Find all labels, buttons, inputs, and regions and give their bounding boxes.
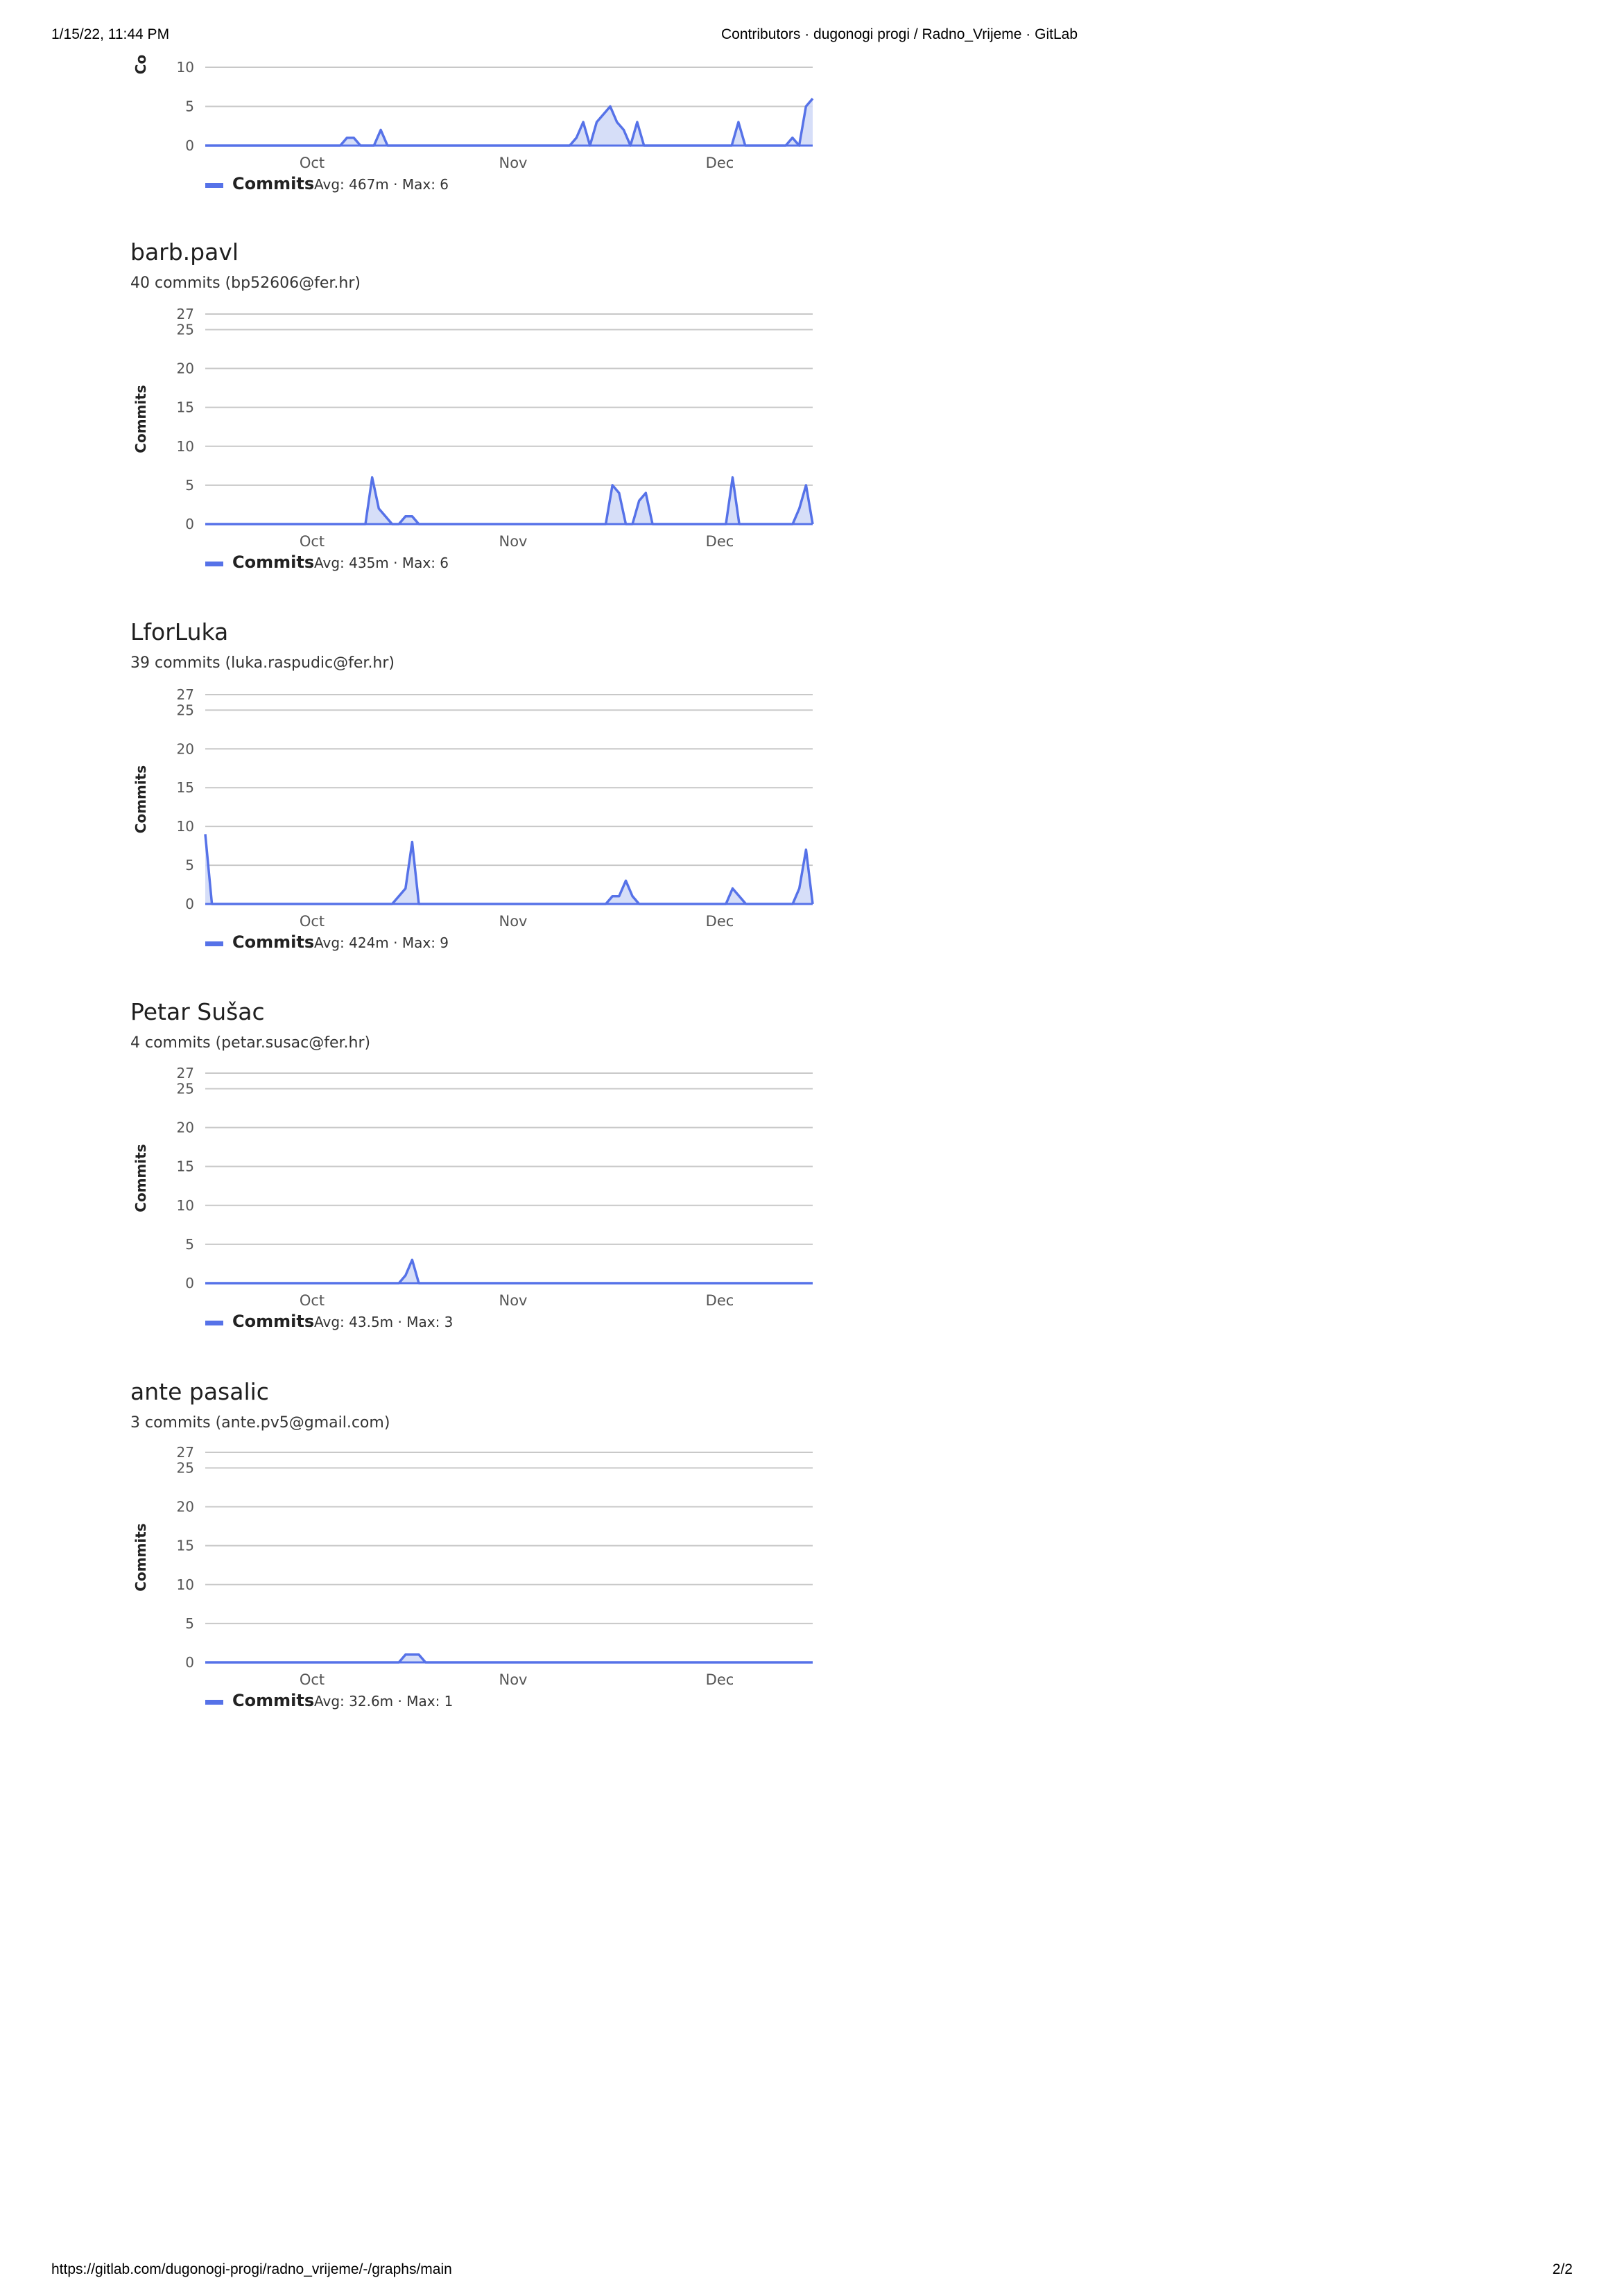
y-axis-label: Commits [132, 385, 149, 453]
contributor-name: ante pasalic [130, 1378, 269, 1405]
x-tick-label: Nov [499, 533, 528, 550]
y-tick-label: 15 [177, 1538, 194, 1554]
y-tick-label: 20 [177, 360, 194, 377]
legend-swatch [205, 941, 223, 946]
print-header: 1/15/22, 11:44 PM Contributors · dugonog… [0, 26, 1624, 54]
legend-label: Commits [232, 1312, 314, 1331]
y-tick-label: 0 [185, 137, 194, 154]
y-tick-label: 0 [185, 896, 194, 912]
legend-label: Commits [232, 1691, 314, 1710]
y-tick-label: 25 [177, 1080, 194, 1097]
x-tick-label: Dec [706, 913, 734, 930]
legend-stats: Avg: 32.6m · Max: 1 [314, 1693, 453, 1710]
y-tick-label: 20 [177, 740, 194, 757]
print-page-title: Contributors · dugonogi progi / Radno_Vr… [721, 26, 1078, 42]
x-tick-label: Nov [499, 913, 528, 930]
y-tick-label: 27 [177, 306, 194, 322]
legend-stats: Avg: 43.5m · Max: 3 [314, 1314, 453, 1330]
x-tick-label: Oct [300, 913, 325, 930]
x-tick-label: Nov [499, 1671, 528, 1688]
x-tick-label: Nov [499, 1292, 528, 1309]
y-tick-label: 5 [185, 1236, 194, 1253]
legend-swatch [205, 562, 223, 566]
legend-label: Commits [232, 932, 314, 952]
y-tick-label: 25 [177, 702, 194, 718]
contributor-commit-count: 39 commits (luka.raspudic@fer.hr) [130, 654, 395, 672]
legend-swatch [205, 183, 223, 188]
x-tick-label: Nov [499, 155, 528, 171]
contributor-commit-count: 40 commits (bp52606@fer.hr) [130, 275, 361, 292]
y-tick-label: 0 [185, 1275, 194, 1292]
y-tick-label: 0 [185, 516, 194, 532]
print-footer: https://gitlab.com/dugonogi-progi/radno_… [0, 2261, 1624, 2289]
x-tick-label: Dec [706, 1292, 734, 1309]
y-axis-label: Commits [132, 1523, 149, 1591]
y-tick-label: 5 [185, 1615, 194, 1632]
legend-stats: Avg: 467m · Max: 6 [314, 176, 449, 193]
y-tick-label: 25 [177, 1459, 194, 1476]
print-datetime: 1/15/22, 11:44 PM [51, 26, 170, 42]
legend-swatch [205, 1321, 223, 1325]
legend-label: Commits [232, 553, 314, 572]
print-page-number: 2/2 [1552, 2261, 1573, 2277]
y-tick-label: 15 [177, 399, 194, 416]
x-tick-label: Dec [706, 155, 734, 171]
y-tick-label: 10 [177, 59, 194, 76]
y-tick-label: 5 [185, 98, 194, 115]
contributor-name: barb.pavl [130, 238, 239, 266]
y-tick-label: 10 [177, 1197, 194, 1214]
x-tick-label: Dec [706, 1671, 734, 1688]
contributor-commit-count: 3 commits (ante.pv5@gmail.com) [130, 1414, 390, 1432]
y-tick-label: 20 [177, 1120, 194, 1136]
legend-label: Commits [232, 174, 314, 193]
y-tick-label: 10 [177, 818, 194, 835]
commits-chart: 0 5 10 Co Oct Nov Dec Commits Avg: 467m · Max: 6 [132, 55, 814, 193]
y-tick-label: 0 [185, 1654, 194, 1671]
x-tick-label: Oct [300, 1671, 325, 1688]
y-tick-label: 27 [177, 1065, 194, 1081]
y-axis-label: Commits [132, 1144, 149, 1212]
x-tick-label: Oct [300, 1292, 325, 1309]
y-tick-label: 5 [185, 477, 194, 494]
print-url: https://gitlab.com/dugonogi-progi/radno_… [51, 2261, 452, 2277]
series-line-commits [205, 1653, 813, 1664]
contributor-name: Petar Sušac [130, 998, 265, 1025]
y-tick-label: 10 [177, 1576, 194, 1593]
legend-swatch [205, 1700, 223, 1705]
y-axis-label: Co [132, 55, 149, 74]
y-axis-label: Commits [132, 765, 149, 833]
legend-stats: Avg: 435m · Max: 6 [314, 555, 449, 571]
y-tick-label: 15 [177, 1158, 194, 1175]
x-tick-label: Oct [300, 155, 325, 171]
y-tick-label: 5 [185, 857, 194, 873]
contributor-name: LforLuka [130, 618, 229, 645]
y-tick-label: 25 [177, 321, 194, 338]
x-tick-label: Oct [300, 533, 325, 550]
y-tick-label: 27 [177, 1444, 194, 1461]
x-tick-label: Dec [706, 533, 734, 550]
legend-stats: Avg: 424m · Max: 9 [314, 934, 449, 951]
y-tick-label: 15 [177, 779, 194, 796]
y-tick-label: 20 [177, 1499, 194, 1515]
contributor-commit-count: 4 commits (petar.susac@fer.hr) [130, 1034, 371, 1052]
y-tick-label: 10 [177, 438, 194, 455]
y-tick-label: 27 [177, 686, 194, 703]
